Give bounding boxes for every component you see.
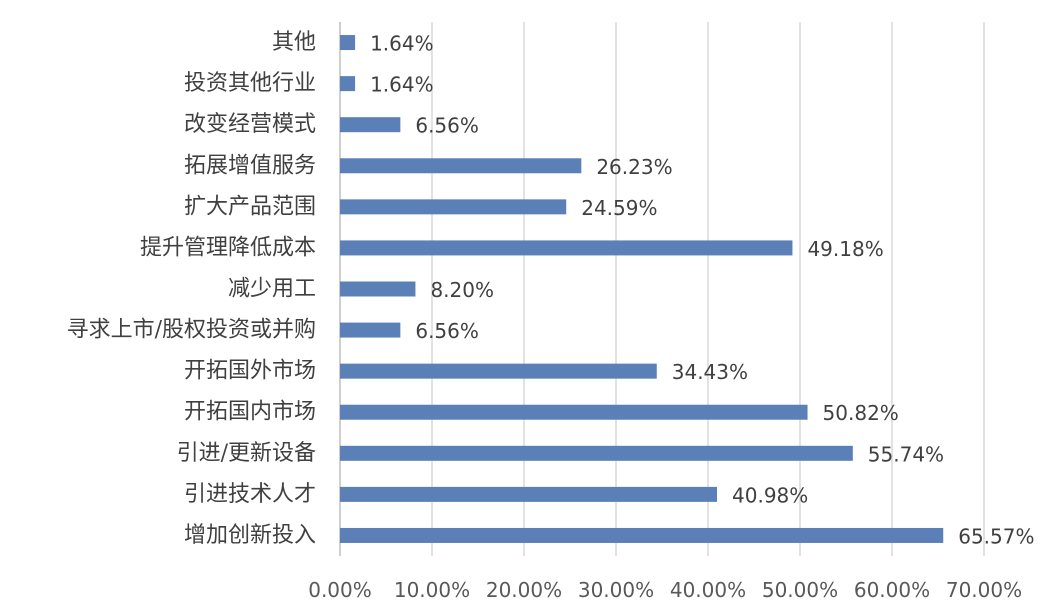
bars (340, 35, 944, 543)
x-tick-label: 70.00% (946, 578, 1022, 602)
category-label: 拓展增值服务 (184, 153, 316, 178)
category-label: 其他 (272, 30, 316, 55)
data-label: 6.56% (415, 114, 479, 138)
category-label: 引进技术人才 (184, 482, 316, 507)
data-label: 40.98% (732, 483, 808, 507)
bar (340, 240, 793, 256)
data-label: 65.57% (958, 524, 1034, 548)
bar (340, 363, 657, 379)
category-label: 寻求上市/股权投资或并购 (67, 318, 316, 343)
data-label: 1.64% (370, 32, 434, 56)
bar (340, 486, 718, 502)
x-tick-label: 0.00% (308, 578, 372, 602)
data-label: 49.18% (807, 237, 883, 261)
x-tick-label: 10.00% (394, 578, 470, 602)
bar (340, 445, 853, 461)
bar (340, 199, 567, 215)
x-tick-label: 50.00% (762, 578, 838, 602)
data-label: 26.23% (596, 155, 672, 179)
bar (340, 117, 401, 133)
bar (340, 35, 356, 51)
data-label: 6.56% (415, 319, 479, 343)
data-label: 34.43% (672, 360, 748, 384)
x-tick-label: 60.00% (854, 578, 930, 602)
category-label: 扩大产品范围 (184, 194, 316, 219)
category-label: 减少用工 (228, 277, 316, 302)
gridlines (339, 22, 985, 556)
x-tick-label: 30.00% (578, 578, 654, 602)
data-label: 8.20% (430, 278, 494, 302)
data-label: 55.74% (868, 442, 944, 466)
x-axis-tick-labels: 0.00% 10.00% 20.00% 30.00% 40.00% 50.00% 60.00… (308, 578, 1022, 602)
category-label: 提升管理降低成本 (140, 235, 316, 260)
x-tick-label: 40.00% (670, 578, 746, 602)
category-label: 开拓国外市场 (184, 359, 316, 384)
data-label: 1.64% (370, 73, 434, 97)
data-label: 24.59% (581, 196, 657, 220)
bar (340, 76, 356, 92)
data-label: 50.82% (823, 401, 899, 425)
bar (340, 281, 416, 297)
value-labels: 1.64% 1.64% 6.56% 26.23% 24.59% 49.18% 8.20% 6.… (370, 32, 1034, 549)
x-tick-label: 20.00% (486, 578, 562, 602)
bar (340, 404, 808, 420)
category-labels: 其他投资其他行业改变经营模式拓展增值服务扩大产品范围提升管理降低成本减少用工寻求… (67, 30, 316, 548)
category-label: 改变经营模式 (184, 112, 316, 137)
bar (340, 158, 582, 174)
category-label: 增加创新投入 (184, 523, 316, 548)
bar (340, 322, 401, 338)
category-label: 引进/更新设备 (177, 441, 316, 466)
category-label: 投资其他行业 (184, 71, 316, 96)
bar (340, 527, 944, 543)
category-label: 开拓国内市场 (184, 400, 316, 425)
